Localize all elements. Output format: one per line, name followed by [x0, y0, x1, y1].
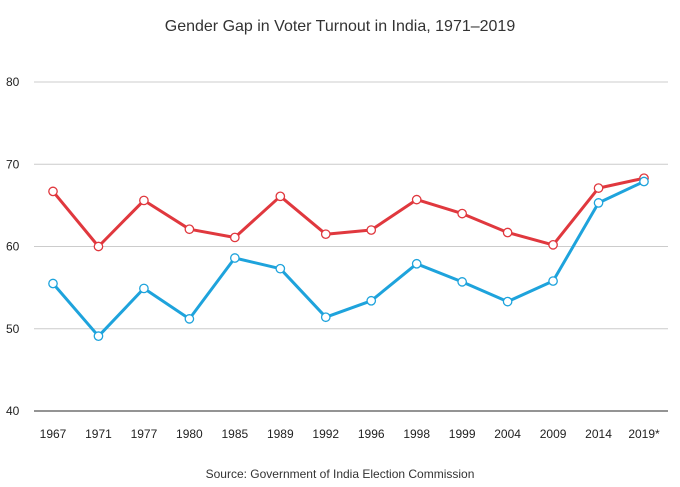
x-axis: 1967 1971 1977 1980 1985 1989 1992 1996 1998 1999… [40, 427, 660, 441]
series-1-point-2014 [593, 183, 604, 193]
series-1-point-1996 [366, 225, 377, 235]
series-1-point-2004 [502, 227, 513, 238]
x-tick-label-2019star: 2019* [628, 427, 660, 441]
x-tick-label-2004: 2004 [494, 427, 521, 441]
gridlines [34, 81, 668, 412]
x-tick-label-2014: 2014 [585, 427, 612, 441]
series-2-point-1967 [48, 278, 58, 289]
series-2-point-1989 [275, 263, 286, 274]
series-2-point-2004 [502, 296, 513, 307]
series-2-point-2014 [593, 198, 604, 208]
x-tick-label-1998: 1998 [403, 427, 430, 441]
x-tick-label-2009: 2009 [540, 427, 567, 441]
y-tick-label-50: 50 [6, 322, 20, 336]
series-1-point-1980 [184, 224, 195, 235]
x-tick-label-1967: 1967 [40, 427, 67, 441]
x-tick-label-1985: 1985 [221, 427, 248, 441]
series-1-point-1977 [139, 195, 149, 206]
series-1-point-1999 [457, 208, 468, 219]
series-1-point-1989 [275, 191, 286, 202]
series-2-point-1998 [411, 258, 422, 269]
series-1-line [51, 176, 646, 248]
x-tick-label-1989: 1989 [267, 427, 294, 441]
source-note: Source: Government of India Election Com… [206, 467, 475, 481]
x-tick-label-1980: 1980 [176, 427, 203, 441]
series-2-point-2009 [548, 276, 558, 286]
series-1 [48, 173, 649, 252]
series-1-point-1985 [229, 232, 240, 243]
series-group [48, 173, 649, 342]
y-tick-label-60: 60 [6, 240, 20, 254]
series-1-point-1967 [48, 186, 58, 197]
y-axis: 40 50 60 70 80 [6, 75, 20, 418]
y-tick-label-40: 40 [6, 404, 20, 418]
series-2-line [51, 180, 646, 338]
x-tick-label-1977: 1977 [131, 427, 158, 441]
y-tick-label-80: 80 [6, 75, 20, 89]
series-2-point-2019star [639, 176, 649, 187]
series-2-point-1996 [366, 295, 377, 306]
y-tick-label-70: 70 [6, 157, 20, 171]
chart-title: Gender Gap in Voter Turnout in India, 19… [165, 18, 516, 35]
x-tick-label-1971: 1971 [85, 427, 112, 441]
series-2 [48, 176, 649, 342]
x-tick-label-1999: 1999 [449, 427, 476, 441]
series-2-point-1999 [457, 277, 468, 287]
x-tick-label-1992: 1992 [312, 427, 339, 441]
series-1-point-2009 [548, 240, 558, 250]
series-1-point-1998 [411, 194, 422, 205]
x-tick-label-1996: 1996 [358, 427, 385, 441]
series-2-point-1980 [184, 314, 195, 324]
series-1-point-1992 [320, 229, 331, 240]
series-2-point-1985 [229, 253, 240, 263]
series-2-point-1992 [320, 312, 331, 323]
series-2-point-1977 [139, 283, 149, 294]
series-2-point-1971 [93, 331, 104, 342]
series-1-point-1971 [93, 241, 104, 252]
